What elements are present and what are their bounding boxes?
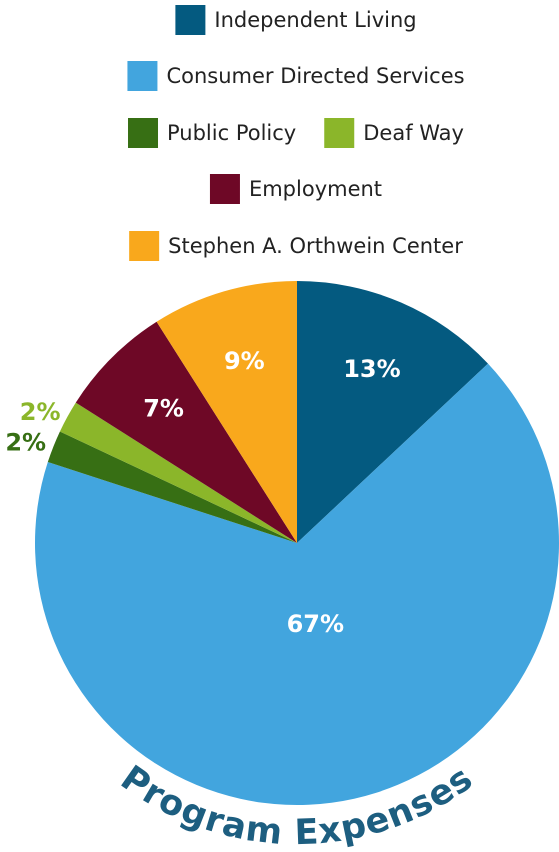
pie-slice [156,281,297,543]
legend-swatch [128,118,159,148]
legend-label: Public Policy [167,121,296,145]
pie-slice [297,281,488,543]
legend-swatch [209,174,240,204]
legend-swatch [175,5,206,35]
legend-row: Employment [209,174,382,204]
legend-row: Consumer Directed Services [127,61,465,91]
data-label: 13% [343,355,400,383]
legend-swatch [127,61,158,91]
data-label: 9% [224,347,265,375]
pie-slice [47,431,297,543]
legend-label: Deaf Way [363,121,464,145]
legend-swatch [129,231,160,261]
data-label: 7% [143,395,184,423]
data-label: 67% [287,610,344,638]
legend-row: Public Policy Deaf Way [128,118,464,148]
legend-swatch [324,118,355,148]
data-label: 2% [20,398,61,426]
data-label: 2% [5,429,46,457]
legend-label: Consumer Directed Services [166,64,464,88]
legend-row: Stephen A. Orthwein Center [129,231,463,261]
legend-label: Stephen A. Orthwein Center [168,234,463,258]
legend-label: Employment [249,177,382,201]
legend-row: Independent Living [175,5,417,35]
pie-slice [34,363,559,806]
pie-slice [59,402,297,543]
legend-label: Independent Living [214,8,416,32]
pie-slice [75,321,297,543]
